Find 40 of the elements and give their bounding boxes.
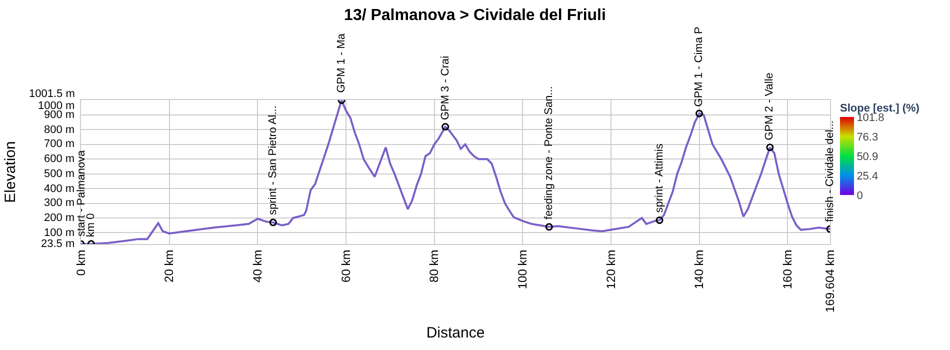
- x-tick-label: 140 km: [692, 250, 706, 290]
- annotation: sprint - San Pietro Al...: [267, 106, 280, 216]
- annotation: km 0: [85, 213, 98, 238]
- y-tick-label: 500 m: [44, 168, 75, 180]
- color-bar-label: 76.3: [856, 131, 878, 144]
- y-tick-label: 600 m: [44, 153, 75, 165]
- y-tick-label: 700 m: [44, 138, 75, 150]
- annotation: finish - Cividale del...: [824, 120, 836, 222]
- y-tick-label: 100 m: [44, 227, 75, 239]
- y-tick-label: 900 m: [44, 109, 75, 121]
- color-bar-label: 25.4: [856, 170, 878, 182]
- x-tick-label: 20 km: [162, 250, 176, 282]
- chart-title: 13/ Palmanova > Cividale del Friuli: [344, 6, 606, 24]
- color-bar-label: 101.8: [856, 112, 884, 124]
- x-tick-label: 100 km: [516, 250, 530, 290]
- x-tick-label: 60 km: [338, 250, 353, 282]
- x-axis-title: Distance: [426, 324, 485, 342]
- annotation: feeding zone - Ponte San...: [542, 86, 555, 220]
- x-tick-label: 80 km: [427, 250, 442, 282]
- x-tick-label: 169.604 km: [822, 250, 837, 313]
- color-bar-label: 50.9: [856, 150, 878, 163]
- annotation: GPM 1 - Cima P: [692, 26, 705, 107]
- y-axis-title: Elevation: [2, 141, 19, 203]
- x-tick-label: 40 km: [250, 250, 265, 282]
- y-tick-label: 23.5 m: [41, 238, 75, 250]
- y-tick-label: 1001.5 m: [29, 88, 75, 100]
- y-tick-label: 800 m: [44, 124, 75, 136]
- annotation: GPM 1 - Ma: [335, 32, 348, 93]
- color-bar-title: Slope [est.] (%): [840, 102, 920, 114]
- annotation: GPM 2 - Valle: [764, 72, 776, 140]
- annotation: start - Palmanova: [76, 149, 88, 236]
- color-bar-label: 0: [856, 190, 863, 202]
- y-tick-label: 300 m: [44, 197, 75, 209]
- annotation: sprint - Attimis: [653, 143, 666, 213]
- x-tick-label: 160 km: [780, 250, 794, 290]
- x-tick-label: 120 km: [604, 250, 618, 290]
- x-tick-label: 0 km: [74, 250, 88, 276]
- annotation: GPM 3 - Crai: [440, 56, 452, 120]
- y-tick-label: 400 m: [44, 183, 75, 195]
- y-tick-label: 200 m: [44, 212, 75, 224]
